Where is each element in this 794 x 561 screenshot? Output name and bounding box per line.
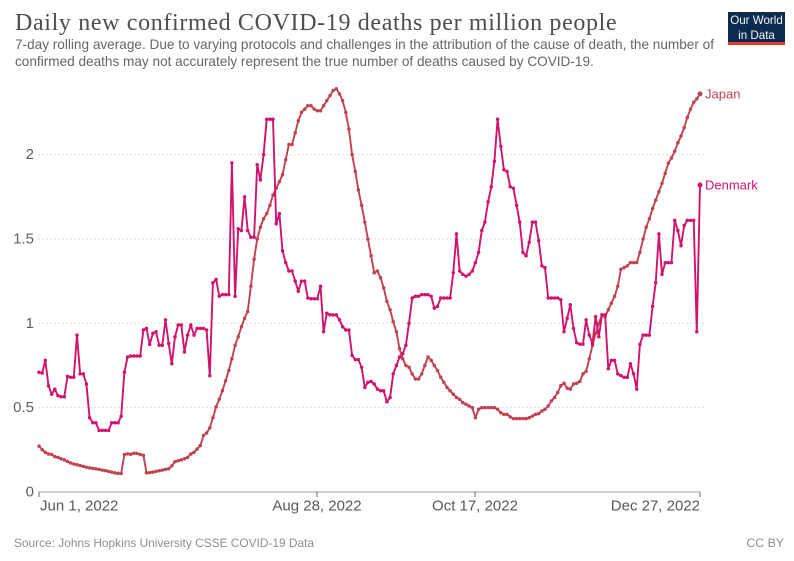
svg-text:Denmark: Denmark bbox=[705, 178, 758, 193]
svg-text:Japan: Japan bbox=[705, 87, 740, 102]
svg-text:Oct 17, 2022: Oct 17, 2022 bbox=[432, 498, 518, 515]
svg-text:0.5: 0.5 bbox=[13, 399, 34, 416]
svg-text:0: 0 bbox=[26, 484, 34, 501]
svg-text:1: 1 bbox=[26, 315, 34, 332]
svg-text:Jun 1, 2022: Jun 1, 2022 bbox=[40, 498, 118, 515]
svg-text:Dec 27, 2022: Dec 27, 2022 bbox=[611, 498, 700, 515]
svg-text:Aug 28, 2022: Aug 28, 2022 bbox=[272, 498, 361, 515]
svg-text:1.5: 1.5 bbox=[13, 231, 34, 248]
svg-text:2: 2 bbox=[26, 146, 34, 163]
